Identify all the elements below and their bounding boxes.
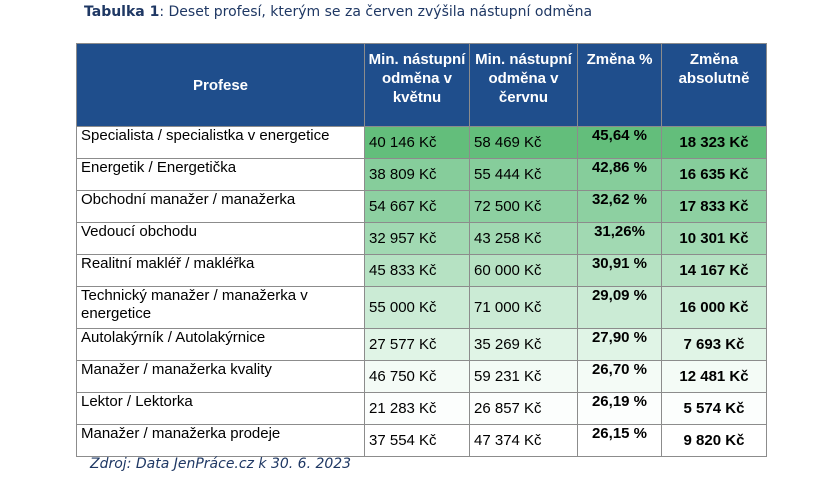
table-row: Specialista / specialistka v energetice 4…	[76, 126, 767, 159]
profession-cell: Manažer / manažerka prodeje	[76, 424, 365, 457]
table-body: Specialista / specialistka v energetice 4…	[76, 126, 767, 457]
table-row: Lektor / Lektorka 21 283 Kč 26 857 Kč 26,19…	[76, 392, 767, 425]
june-salary-cell: 47 374 Kč	[469, 424, 578, 457]
change-abs-cell: 9 820 Kč	[661, 424, 767, 457]
header-change-pct: Změna %	[577, 43, 662, 127]
change-pct-cell: 32,62 %	[577, 190, 662, 223]
change-pct-cell: 45,64 %	[577, 126, 662, 159]
caption-text: : Deset profesí, kterým se za červen zvý…	[159, 4, 593, 20]
change-abs-cell: 7 693 Kč	[661, 328, 767, 361]
profession-cell: Technický manažer / manažerka v energeti…	[76, 286, 365, 329]
change-pct-cell: 31,26%	[577, 222, 662, 255]
table-row: Manažer / manažerka prodeje 37 554 Kč 47 3…	[76, 424, 767, 457]
table-caption: Tabulka 1: Deset profesí, kterým se za č…	[84, 4, 592, 20]
table-row: Manažer / manažerka kvality 46 750 Kč 59 2…	[76, 360, 767, 393]
may-salary-cell: 46 750 Kč	[364, 360, 470, 393]
profession-cell: Autolakýrník / Autolakýrnice	[76, 328, 365, 361]
june-salary-cell: 58 469 Kč	[469, 126, 578, 159]
change-abs-cell: 16 635 Kč	[661, 158, 767, 191]
june-salary-cell: 71 000 Kč	[469, 286, 578, 329]
table-header-row: Profese Min. nástupní odměna v květnu Mi…	[76, 43, 767, 127]
profession-cell: Vedoucí obchodu	[76, 222, 365, 255]
profession-cell: Manažer / manažerka kvality	[76, 360, 365, 393]
change-abs-cell: 12 481 Kč	[661, 360, 767, 393]
change-pct-cell: 27,90 %	[577, 328, 662, 361]
profession-cell: Lektor / Lektorka	[76, 392, 365, 425]
change-abs-cell: 17 833 Kč	[661, 190, 767, 223]
profession-cell: Realitní makléř / makléřka	[76, 254, 365, 287]
june-salary-cell: 35 269 Kč	[469, 328, 578, 361]
profession-cell: Energetik / Energetička	[76, 158, 365, 191]
change-abs-cell: 18 323 Kč	[661, 126, 767, 159]
change-abs-cell: 10 301 Kč	[661, 222, 767, 255]
change-pct-cell: 29,09 %	[577, 286, 662, 329]
june-salary-cell: 60 000 Kč	[469, 254, 578, 287]
june-salary-cell: 43 258 Kč	[469, 222, 578, 255]
source-note: Zdroj: Data JenPráce.cz k 30. 6. 2023	[90, 456, 352, 472]
june-salary-cell: 72 500 Kč	[469, 190, 578, 223]
table-row: Realitní makléř / makléřka 45 833 Kč 60 00…	[76, 254, 767, 287]
june-salary-cell: 59 231 Kč	[469, 360, 578, 393]
table-row: Vedoucí obchodu 32 957 Kč 43 258 Kč 31,26% 1…	[76, 222, 767, 255]
profession-cell: Specialista / specialistka v energetice	[76, 126, 365, 159]
change-abs-cell: 14 167 Kč	[661, 254, 767, 287]
may-salary-cell: 38 809 Kč	[364, 158, 470, 191]
table-row: Obchodní manažer / manažerka 54 667 Kč 72 …	[76, 190, 767, 223]
june-salary-cell: 55 444 Kč	[469, 158, 578, 191]
may-salary-cell: 27 577 Kč	[364, 328, 470, 361]
header-june: Min. nástupní odměna v červnu	[469, 43, 578, 127]
may-salary-cell: 55 000 Kč	[364, 286, 470, 329]
change-pct-cell: 26,15 %	[577, 424, 662, 457]
header-may: Min. nástupní odměna v květnu	[364, 43, 470, 127]
salary-table: Profese Min. nástupní odměna v květnu Mi…	[76, 43, 767, 457]
table-row: Technický manažer / manažerka v energeti…	[76, 286, 767, 329]
profession-cell: Obchodní manažer / manažerka	[76, 190, 365, 223]
change-abs-cell: 16 000 Kč	[661, 286, 767, 329]
june-salary-cell: 26 857 Kč	[469, 392, 578, 425]
change-abs-cell: 5 574 Kč	[661, 392, 767, 425]
change-pct-cell: 26,19 %	[577, 392, 662, 425]
table-row: Autolakýrník / Autolakýrnice 27 577 Kč 35 …	[76, 328, 767, 361]
may-salary-cell: 54 667 Kč	[364, 190, 470, 223]
table-row: Energetik / Energetička 38 809 Kč 55 444 K…	[76, 158, 767, 191]
caption-label: Tabulka 1	[84, 4, 160, 20]
may-salary-cell: 40 146 Kč	[364, 126, 470, 159]
may-salary-cell: 37 554 Kč	[364, 424, 470, 457]
may-salary-cell: 45 833 Kč	[364, 254, 470, 287]
header-profession: Profese	[76, 43, 365, 127]
may-salary-cell: 32 957 Kč	[364, 222, 470, 255]
header-change-abs: Změna absolutně	[661, 43, 767, 127]
may-salary-cell: 21 283 Kč	[364, 392, 470, 425]
change-pct-cell: 30,91 %	[577, 254, 662, 287]
change-pct-cell: 42,86 %	[577, 158, 662, 191]
change-pct-cell: 26,70 %	[577, 360, 662, 393]
